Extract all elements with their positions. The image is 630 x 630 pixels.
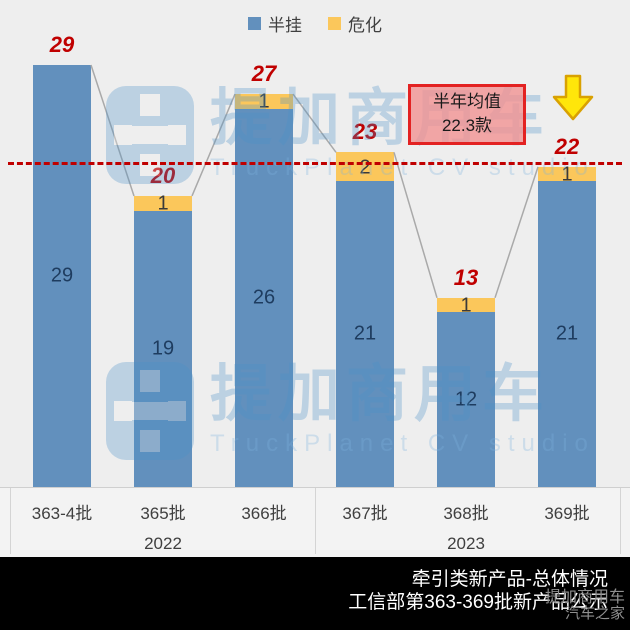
connector-line (494, 166, 539, 299)
average-annotation-box: 半年均值 22.3款 (408, 84, 526, 145)
legend-swatch-yellow-icon (328, 17, 341, 30)
legend-item-semitrailer: 半挂 (248, 11, 302, 36)
x-axis: 363-4批 365批 366批 367批 368批 369批 2022 2023 (0, 487, 630, 558)
average-line (8, 162, 622, 166)
average-annotation-line1: 半年均值 (433, 92, 501, 111)
x-axis-tick-label: 369批 (544, 504, 590, 523)
bar-segment-semitrailer (336, 181, 394, 487)
bar-segment-semitrailer (538, 181, 596, 487)
connector-line (90, 64, 135, 197)
footer-title-band: 牵引类新产品-总体情况 工信部第363-369批新产品公示 (0, 557, 630, 630)
bar-segment-hazmat (134, 195, 192, 211)
down-arrow-icon (552, 74, 594, 121)
x-axis-tick-label: 363-4批 (31, 504, 93, 523)
total-value-label: 13 (453, 264, 479, 290)
bar-value-label: 21 (353, 322, 377, 345)
bar-segment-hazmat (336, 152, 394, 182)
total-value-label: 20 (150, 162, 176, 188)
bar-segment-hazmat (437, 297, 495, 313)
x-axis-tick-label: 366批 (241, 504, 287, 523)
total-value-label: 27 (251, 61, 277, 87)
total-value-label: 29 (49, 32, 75, 57)
bar-segment-semitrailer (437, 312, 495, 487)
connector-line (292, 93, 337, 153)
bar-segment-semitrailer (134, 210, 192, 487)
legend-label: 半挂 (268, 16, 302, 35)
legend-swatch-blue-icon (248, 17, 261, 30)
bar-value-label: 2 (359, 156, 371, 179)
bar-value-label: 29 (50, 264, 74, 287)
x-axis-tick-label: 365批 (140, 504, 186, 523)
bar-value-label: 21 (555, 322, 579, 345)
axis-separator-right (620, 488, 621, 554)
year-group-label: 2023 (447, 534, 485, 553)
legend: 半挂 危化 (0, 11, 630, 36)
legend-label: 危化 (348, 16, 382, 35)
bar-segment-semitrailer (33, 65, 91, 487)
connector-line (393, 152, 438, 299)
x-axis-tick-label: 367批 (342, 504, 388, 523)
total-value-label: 22 (554, 133, 580, 159)
bar-value-label: 19 (151, 337, 175, 360)
bar-value-label: 1 (157, 192, 169, 215)
axis-separator-left (10, 488, 11, 554)
bar-value-label: 1 (258, 90, 270, 113)
year-group-label: 2022 (144, 534, 182, 553)
connector-line (191, 93, 236, 197)
average-annotation-line2: 22.3款 (441, 116, 493, 135)
bar-value-label: 1 (561, 163, 573, 186)
bar-value-label: 26 (252, 286, 276, 309)
chart-title-line2: 工信部第363-369批新产品公示 (348, 592, 608, 613)
total-value-label: 23 (352, 119, 378, 145)
x-axis-tick-label: 368批 (443, 504, 489, 523)
chart-title-line1: 牵引类新产品-总体情况 (411, 569, 608, 590)
bar-value-label: 12 (454, 388, 478, 411)
legend-item-hazmat: 危化 (328, 11, 382, 36)
bar-segment-hazmat (235, 94, 293, 109)
bar-segment-semitrailer (235, 108, 293, 487)
bar-segment-hazmat (538, 166, 596, 182)
axis-separator-middle (315, 488, 316, 554)
bar-value-label: 1 (460, 294, 472, 317)
